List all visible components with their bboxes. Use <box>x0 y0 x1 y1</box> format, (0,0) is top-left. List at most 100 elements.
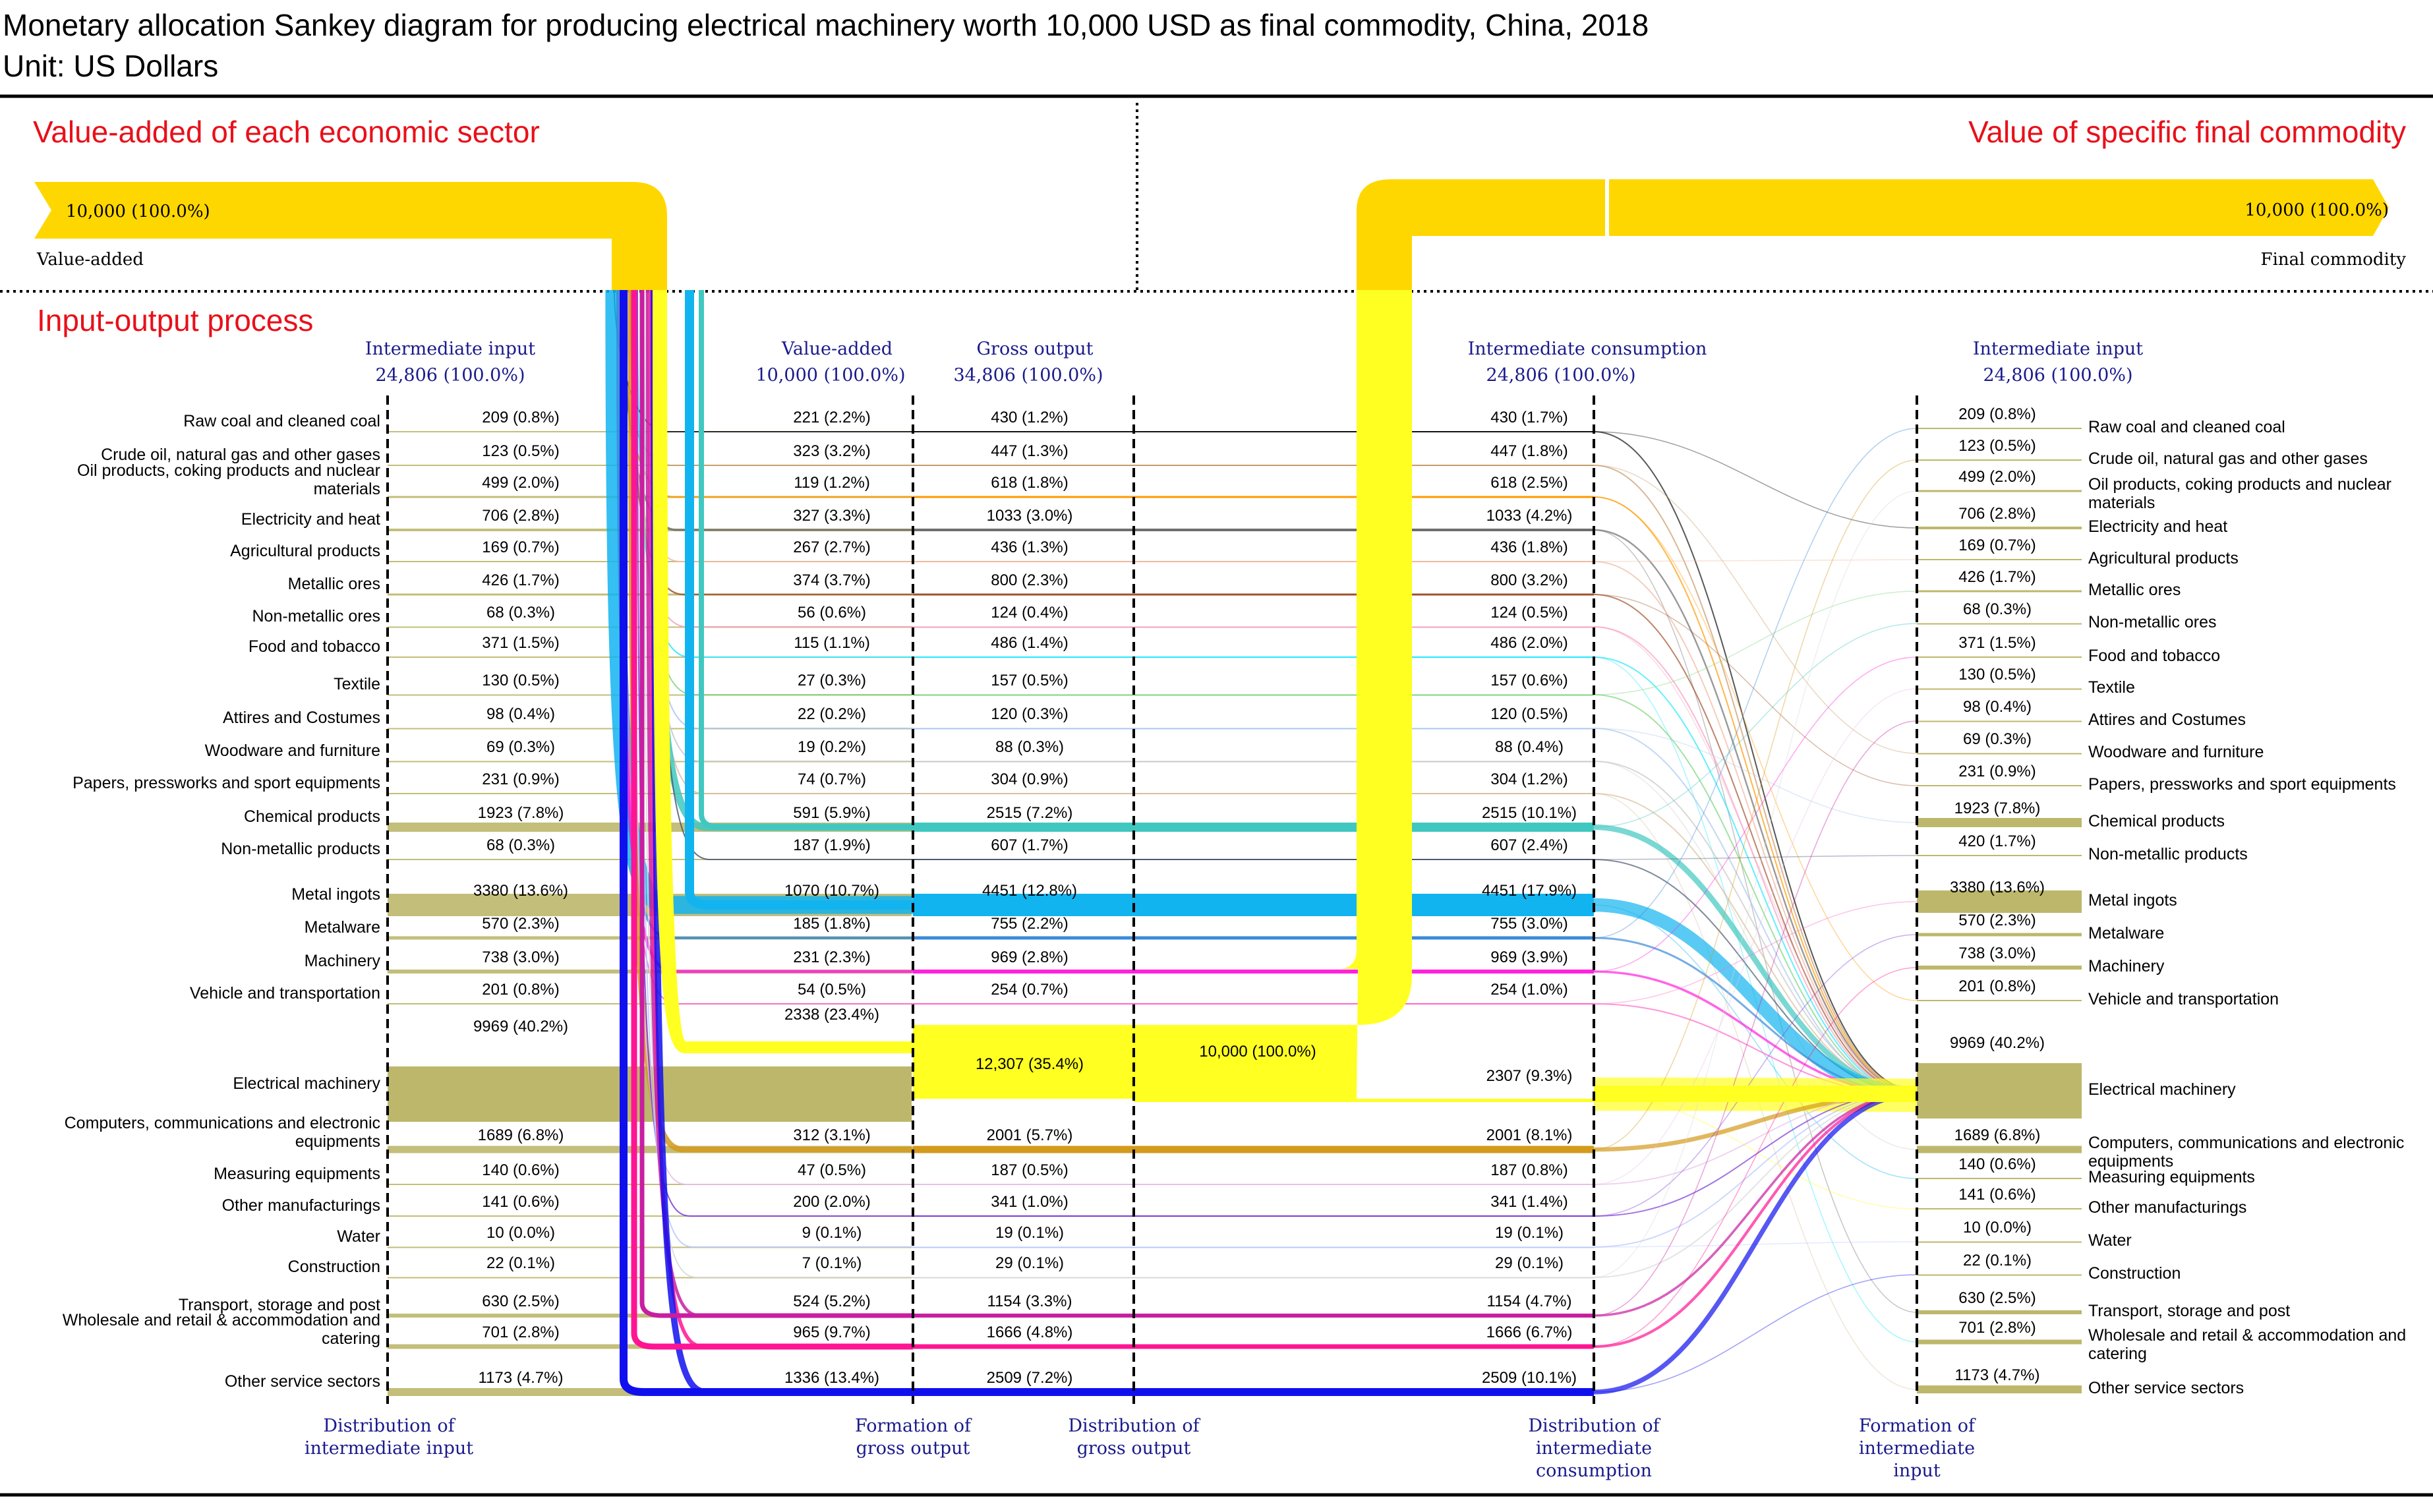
bar-metal-ingots <box>685 290 913 910</box>
sector-label-left: Metallic ores <box>288 575 380 593</box>
go-value: 1666 (4.8%) <box>987 1323 1073 1341</box>
ii-band-metalware <box>388 936 912 940</box>
iir-band-measuring-equipments <box>1917 1178 2082 1179</box>
go-value: 607 (1.7%) <box>991 836 1068 854</box>
iir-band-electrical-machinery <box>1917 1063 2082 1119</box>
cross-flow-textile <box>1593 694 1918 1096</box>
va-value: 231 (2.3%) <box>793 948 870 966</box>
cross-flow-minor-measuring-equipments <box>1593 688 1918 1185</box>
sector-label-left: Transport, storage and post <box>179 1296 380 1314</box>
sector-label-right: Electricity and heat <box>2088 517 2227 536</box>
go-value: 618 (1.8%) <box>991 474 1068 492</box>
go-value: 800 (2.3%) <box>991 571 1068 589</box>
iir-band-vehicle-and-transportation <box>1917 1000 2082 1001</box>
iir-band-crude-oil-natural-gas-and-other-gases <box>1917 459 2082 461</box>
ic-band-construction <box>1134 1277 1594 1279</box>
axes <box>386 395 1918 1404</box>
section-title-value-added: Value-added of each economic sector <box>33 115 540 149</box>
cross-flow-non-metallic-ores <box>1593 626 1918 1095</box>
iir-value: 209 (0.8%) <box>1958 405 2036 423</box>
ic-value: 2515 (10.1%) <box>1482 804 1577 822</box>
go-value: 436 (1.3%) <box>991 538 1068 556</box>
sector-label-left: Food and tobacco <box>249 637 380 656</box>
iir-value: 10 (0.0%) <box>1963 1219 2032 1236</box>
va-value: 56 (0.6%) <box>798 604 866 622</box>
go-value: 124 (0.4%) <box>991 604 1068 622</box>
final-commodity-label: Final commodity <box>2261 250 2407 270</box>
ii-value: 701 (2.8%) <box>482 1323 559 1341</box>
iir-band-metallic-ores <box>1917 590 2082 593</box>
go-value: 755 (2.2%) <box>991 915 1068 933</box>
sector-label-right: Other manufacturings <box>2088 1198 2246 1217</box>
cross-flow-crude-oil-natural-gas-and-other-gases <box>1593 465 1918 1092</box>
sector-label-right: materials <box>2088 494 2155 512</box>
iir-band-electricity-and-heat <box>1917 527 2082 529</box>
sector-label-right: equipments <box>2088 1152 2173 1171</box>
go-value: 120 (0.3%) <box>991 705 1068 723</box>
cross-flow-minor-other-manufacturings <box>1593 934 1918 1217</box>
cross-flow-wholesale-and-retail-accommodation-and-catering <box>1593 1091 1918 1349</box>
iir-value: 98 (0.4%) <box>1963 698 2032 716</box>
cross-flow-water <box>1593 1091 1918 1248</box>
ii-value: 231 (0.9%) <box>482 771 559 788</box>
sector-label-left: Metalware <box>305 918 380 937</box>
ii-value: 209 (0.8%) <box>482 409 559 426</box>
go-band-metalware <box>913 936 1134 940</box>
iir-band-non-metallic-products <box>1917 855 2082 856</box>
sector-label-left: Electricity and heat <box>241 510 380 529</box>
iir-value: 141 (0.6%) <box>1958 1186 2036 1204</box>
header-intermediate-input-total: 24,806 (100.0%) <box>375 365 525 386</box>
ii-value: 68 (0.3%) <box>486 836 555 854</box>
iir-band-oil-products-coking-products-and-nuclear-materials <box>1917 490 2082 492</box>
value-added-drop-bars <box>620 290 913 1396</box>
cross-flow-minor-machinery <box>1593 656 1918 972</box>
ic-value: 607 (2.4%) <box>1490 836 1568 854</box>
iir-value: 420 (1.7%) <box>1958 832 2036 850</box>
iir-band-textile <box>1917 688 2082 690</box>
bar-chemical <box>699 290 913 830</box>
value-added-band <box>34 182 667 290</box>
cross-flow-minor-oil-products-coking-products-and-nuclear-materials <box>1593 496 1918 1001</box>
iir-band-food-and-tobacco <box>1917 656 2082 658</box>
go-band-other-service-sectors <box>913 1388 1134 1396</box>
sector-label-right: Attires and Costumes <box>2088 711 2246 729</box>
ii-value: 1923 (7.8%) <box>478 804 564 822</box>
va-value: 115 (1.1%) <box>794 634 870 652</box>
sector-label-left: Non-metallic products <box>221 840 380 858</box>
ii-value: 426 (1.7%) <box>482 571 559 589</box>
ic-value: 755 (3.0%) <box>1490 915 1568 933</box>
footer-2: gross output <box>1077 1438 1191 1459</box>
go-value: 2515 (7.2%) <box>987 804 1073 822</box>
iir-value: 140 (0.6%) <box>1958 1155 2036 1173</box>
iir-value: 69 (0.3%) <box>1963 730 2032 748</box>
ic-value: 800 (3.2%) <box>1490 571 1568 589</box>
iir-band-machinery <box>1917 966 2082 970</box>
ic-value: 2001 (8.1%) <box>1486 1126 1573 1144</box>
cross-flow-minor-transport-storage-and-post <box>1593 720 1918 1316</box>
va-value: 327 (3.3%) <box>793 507 870 525</box>
sector-label-right: Transport, storage and post <box>2088 1302 2290 1320</box>
sector-label-right: Oil products, coking products and nuclea… <box>2088 475 2391 494</box>
cross-flow-chemical-products <box>1593 824 1918 1095</box>
cross-flow-minor-electricity-and-heat <box>1593 529 1918 1313</box>
go-value: 12,307 (35.4%) <box>976 1055 1084 1073</box>
sector-label-left: Electrical machinery <box>233 1074 380 1093</box>
va-value: 185 (1.8%) <box>793 915 870 933</box>
iir-value: 371 (1.5%) <box>1958 634 2036 652</box>
sector-label-right: Crude oil, natural gas and other gases <box>2088 450 2368 468</box>
go-band-other-manufacturings <box>913 1215 1134 1217</box>
footer-0: intermediate input <box>305 1438 473 1459</box>
cross-flow-construction <box>1593 1091 1918 1278</box>
go-value: 88 (0.3%) <box>995 738 1064 756</box>
ic-value: 2509 (10.1%) <box>1482 1369 1577 1387</box>
iir-value: 9969 (40.2%) <box>1950 1034 2045 1052</box>
va-value: 267 (2.7%) <box>793 538 870 556</box>
sector-label-right: Water <box>2088 1231 2132 1250</box>
va-value: 74 (0.7%) <box>798 771 866 788</box>
ic-value: 4451 (17.9%) <box>1482 882 1577 900</box>
sector-label-left: Measuring equipments <box>214 1165 380 1183</box>
go-band-wholesale-and-retail-accommodation-and-catering <box>913 1344 1134 1349</box>
ic-value: 341 (1.4%) <box>1490 1193 1568 1211</box>
sector-label-right: Metalware <box>2088 924 2164 943</box>
go-band-metallic-ores <box>913 593 1134 596</box>
